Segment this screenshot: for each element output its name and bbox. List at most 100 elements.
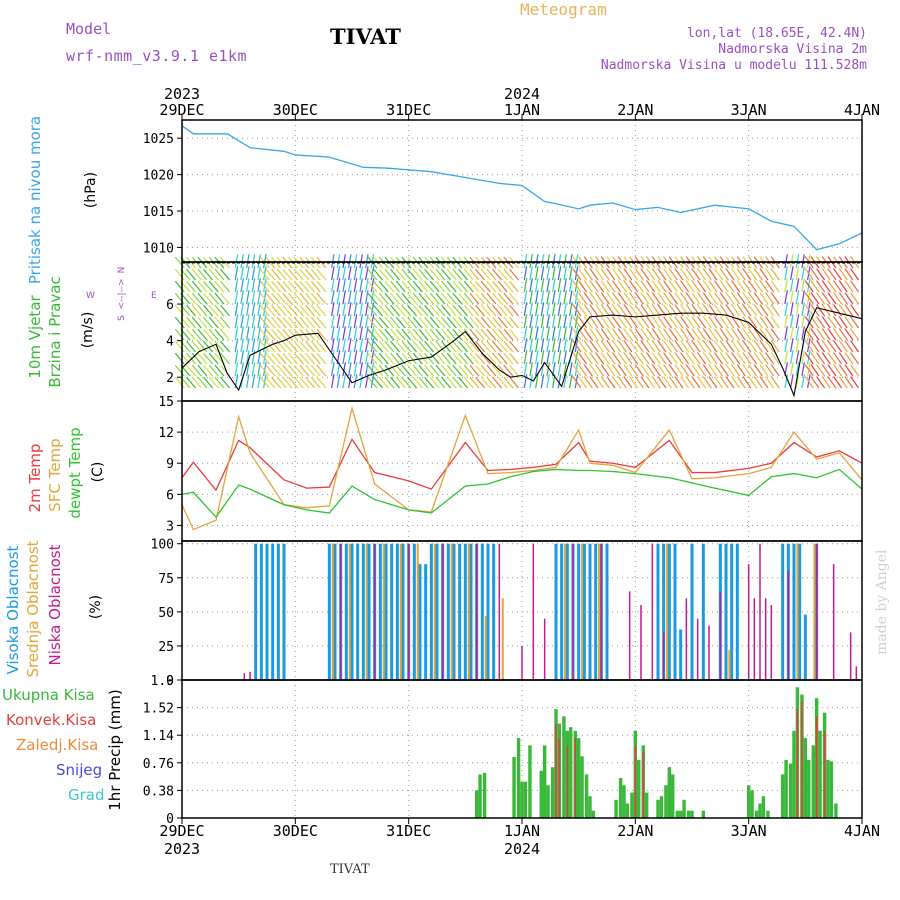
x-tick-label-top: 31DEC — [386, 101, 431, 119]
wind-barb — [305, 340, 316, 353]
wind-barb — [197, 304, 208, 317]
wind-barb — [251, 374, 256, 389]
wind-barb — [850, 328, 860, 341]
wind-barb — [801, 326, 805, 341]
wind-barb — [276, 316, 287, 329]
wind-barb — [651, 376, 661, 389]
conv-precip-bar — [642, 752, 645, 818]
wind-barb — [429, 364, 440, 377]
wind-barb — [257, 350, 261, 365]
wind-barb — [600, 340, 610, 353]
wind-barb — [407, 376, 418, 389]
wind-barb — [316, 304, 327, 317]
wind-barb — [263, 374, 267, 389]
wind-barb — [719, 340, 729, 353]
compass-mid-label: <--|--> — [117, 278, 127, 309]
wind-barb — [736, 280, 746, 293]
wind-barb — [503, 376, 514, 389]
wind-barb — [838, 304, 848, 317]
wind-barb — [353, 362, 358, 377]
wind-barb — [838, 352, 848, 365]
wind-barb — [801, 362, 805, 377]
wind-barb — [367, 352, 378, 365]
wind-barb — [486, 268, 497, 281]
wind-barb — [685, 376, 695, 389]
wind-barb — [203, 328, 214, 341]
wind-barb — [259, 340, 270, 353]
wind-ylabel-top: 10m Vjetar — [26, 294, 44, 378]
wind-barb — [657, 376, 667, 389]
wind-barb — [373, 364, 384, 377]
total-precip-bar — [675, 810, 679, 818]
wind-barb — [529, 374, 533, 389]
wind-barb — [509, 376, 520, 389]
wind-barb — [569, 374, 573, 389]
total-precip-bar — [656, 799, 660, 818]
wind-barb — [606, 352, 616, 365]
wind-barb — [265, 352, 276, 365]
wind-barb — [336, 314, 341, 329]
wind-barb — [563, 314, 567, 329]
wind-barb — [310, 316, 321, 329]
wind-barb — [378, 316, 389, 329]
wind-barb — [246, 326, 250, 341]
wind-barb — [725, 376, 735, 389]
wind-barb — [535, 362, 539, 377]
wind-barb — [765, 352, 775, 365]
wind-barb — [251, 338, 256, 353]
wind-barb — [725, 352, 735, 365]
wind-barb — [293, 280, 304, 293]
wind-barb — [265, 376, 276, 389]
wind-barb — [821, 340, 831, 353]
wind-barb — [657, 316, 667, 329]
high-cloud-bar — [730, 543, 734, 680]
wind-barb — [293, 376, 304, 389]
total-precip-bar — [576, 738, 581, 818]
wind-barb — [384, 340, 395, 353]
wind-barb — [435, 340, 446, 353]
high-cloud-bar — [701, 543, 705, 680]
legend-hail: Grad — [68, 786, 105, 804]
high-cloud-bar — [582, 543, 586, 680]
high-cloud-bar — [333, 543, 337, 680]
wind-barb — [674, 292, 684, 305]
wind-barb — [557, 290, 562, 305]
wind-barb — [234, 314, 239, 329]
wind-barb — [552, 278, 556, 293]
wind-barb — [529, 326, 533, 341]
wind-barb — [546, 350, 550, 365]
wind-barb — [833, 268, 843, 281]
wind-barb — [838, 364, 848, 377]
wind-barb — [214, 364, 225, 377]
wind-barb — [595, 316, 605, 329]
wind-barb — [251, 362, 256, 377]
wind-barb — [583, 340, 593, 353]
wind-barb — [540, 326, 545, 341]
wind-barb — [540, 278, 545, 293]
wind-barb — [407, 316, 418, 329]
wind-barb — [617, 268, 627, 281]
x-tick-label-top: 1JAN — [504, 101, 540, 119]
wind-barb — [714, 340, 724, 353]
y-tick-label: 0.38 — [143, 784, 174, 799]
wind-barb — [629, 328, 639, 341]
wind-barb — [251, 350, 256, 365]
wind-barb — [753, 364, 763, 377]
wind-barb — [708, 316, 718, 329]
wind-barb — [497, 292, 508, 305]
low-cloud-bar — [572, 543, 574, 680]
wind-barb — [784, 374, 788, 389]
wind-barb — [702, 364, 712, 377]
wind-barb — [348, 302, 352, 317]
wind-barb — [663, 316, 673, 329]
wind-barb — [725, 364, 735, 377]
wind-barb — [469, 340, 480, 353]
wind-barb — [407, 352, 418, 365]
wind-barb — [816, 352, 826, 365]
wind-barb — [770, 328, 780, 341]
wind-barb — [578, 316, 588, 329]
wind-barb — [480, 280, 491, 293]
wind-barb — [640, 364, 650, 377]
high-cloud-bar — [390, 543, 394, 680]
high-cloud-bar — [350, 543, 354, 680]
